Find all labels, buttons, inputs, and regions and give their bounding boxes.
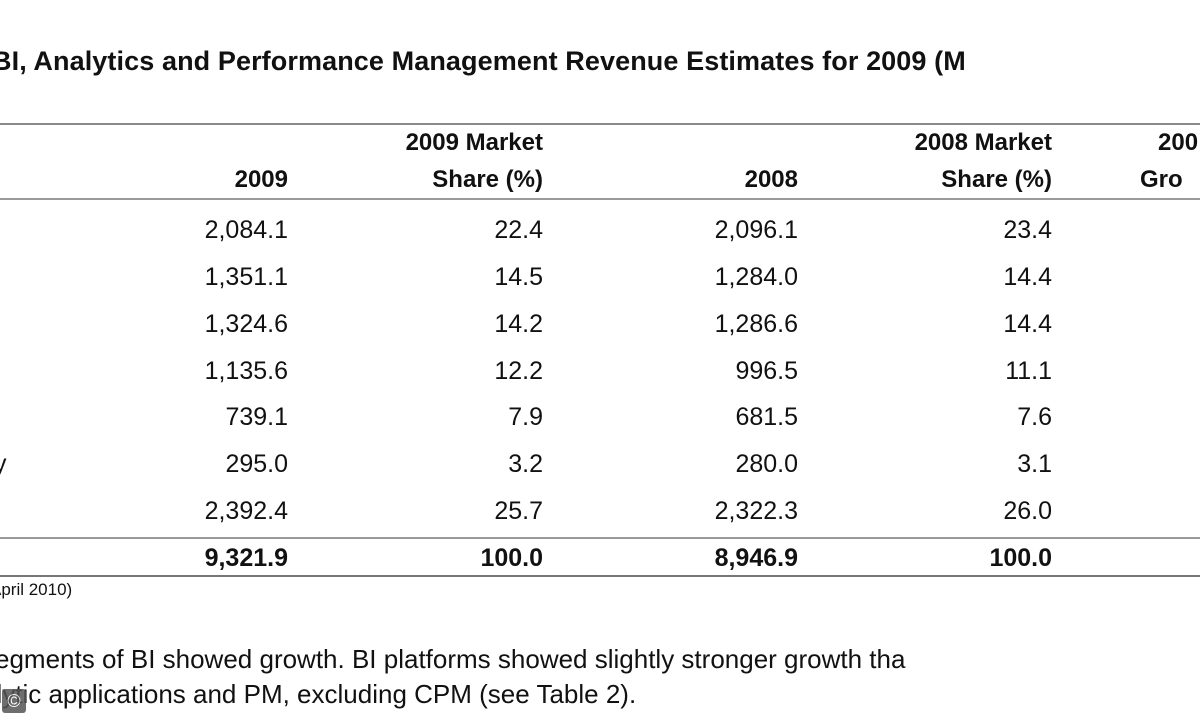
header-2009-share-line1: 2009 Market — [405, 129, 543, 156]
cell-2008-share: 3.1 — [1017, 450, 1052, 478]
cell-2008: 681.5 — [735, 403, 798, 431]
cell-2009-share: 14.5 — [494, 263, 543, 291]
cell-2009: 295.0 — [225, 450, 288, 478]
cell-2008: 996.5 — [735, 357, 798, 385]
total-2008-share: 100.0 — [989, 544, 1052, 572]
cell-2008-share: 23.4 — [1003, 216, 1052, 244]
copyright-watermark-icon: © — [2, 689, 26, 713]
header-2009-share-line2: Share (%) — [432, 166, 543, 193]
cell-2008-share: 14.4 — [1003, 263, 1052, 291]
cell-2008: 2,322.3 — [714, 497, 798, 525]
total-2009-share: 100.0 — [480, 544, 543, 572]
table-top-rule — [0, 123, 1200, 125]
cell-2008-share: 11.1 — [1005, 357, 1052, 385]
header-2009: 2009 — [234, 166, 288, 193]
cell-2009-share: 22.4 — [494, 216, 543, 244]
cell-2008-share: 7.6 — [1017, 403, 1052, 431]
cell-2008: 2,096.1 — [714, 216, 798, 244]
cell-2009-share: 3.2 — [508, 450, 543, 478]
cell-2009: 1,324.6 — [204, 310, 288, 338]
cell-2009: 1,135.6 — [204, 357, 288, 385]
row-label-fragment: y — [0, 450, 7, 478]
cell-2008-share: 14.4 — [1003, 310, 1052, 338]
cell-2009: 2,392.4 — [204, 497, 288, 525]
table-title: BI, Analytics and Performance Management… — [0, 46, 966, 76]
header-growth-line1: 200 — [1158, 129, 1199, 156]
source-note: April 2010) — [0, 580, 73, 599]
header-growth-line2: Gro — [1140, 166, 1183, 193]
cell-2009-share: 12.2 — [494, 357, 543, 385]
paragraph-line-2: alytic applications and PM, excluding CP… — [0, 679, 637, 709]
total-2008: 8,946.9 — [714, 544, 798, 572]
cell-2009-share: 25.7 — [494, 497, 543, 525]
cell-2009-share: 7.9 — [508, 403, 543, 431]
cell-2009: 2,084.1 — [204, 216, 288, 244]
cell-2008: 280.0 — [735, 450, 798, 478]
paragraph-line-1: segments of BI showed growth. BI platfor… — [0, 644, 906, 674]
header-2008-share-line2: Share (%) — [941, 166, 1052, 193]
cell-2008-share: 26.0 — [1003, 497, 1052, 525]
cell-2008: 1,286.6 — [714, 310, 798, 338]
header-2008: 2008 — [744, 166, 798, 193]
header-bottom-rule — [0, 198, 1200, 200]
header-2008-share-line1: 2008 Market — [914, 129, 1052, 156]
cell-2008: 1,284.0 — [714, 263, 798, 291]
cell-2009-share: 14.2 — [494, 310, 543, 338]
total-top-rule — [0, 537, 1200, 539]
table-bottom-rule — [0, 575, 1200, 577]
cell-2009: 739.1 — [225, 403, 288, 431]
cell-2009: 1,351.1 — [204, 263, 288, 291]
total-2009: 9,321.9 — [204, 544, 288, 572]
